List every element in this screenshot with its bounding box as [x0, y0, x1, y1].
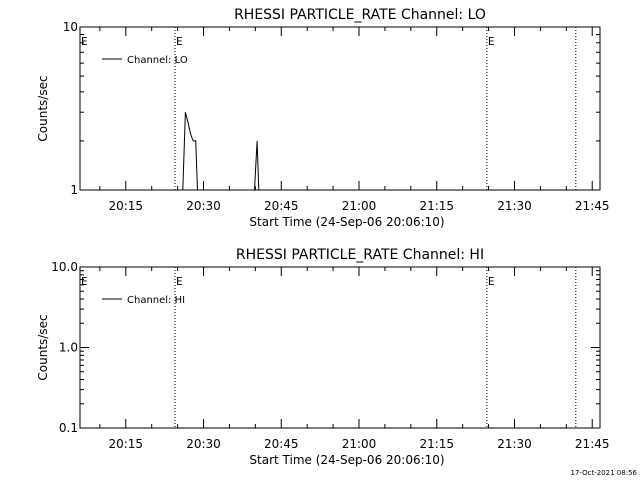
x-tick-label: 21:30 — [497, 437, 532, 451]
y-tick-label: 0.1 — [59, 421, 78, 435]
y-tick-label: 10.0 — [51, 260, 78, 274]
chart-title: RHESSI PARTICLE_RATE Channel: LO — [234, 7, 486, 23]
panel-lo: RHESSI PARTICLE_RATE Channel: LO Start Ti… — [36, 7, 610, 229]
y-tick-label: 1 — [70, 183, 78, 197]
x-tick-label: 20:45 — [264, 199, 299, 213]
x-tick-label: 21:00 — [342, 199, 377, 213]
panel-hi: RHESSI PARTICLE_RATE Channel: HI Start Ti… — [36, 247, 610, 467]
generated-timestamp: 17-Oct-2021 08:56 — [571, 469, 638, 477]
x-tick-label: 20:30 — [186, 199, 221, 213]
event-marker: E — [176, 35, 183, 48]
x-tick-label: 20:15 — [108, 199, 143, 213]
x-tick-label: 20:30 — [186, 437, 221, 451]
event-marker: E — [488, 275, 495, 288]
plot-frame — [79, 266, 601, 429]
plot-frame — [79, 26, 601, 191]
x-tick-label: 21:30 — [497, 199, 532, 213]
x-tick-label: 21:45 — [575, 199, 610, 213]
event-marker: E — [488, 35, 495, 48]
x-tick-label: 21:15 — [419, 437, 454, 451]
legend: Channel: HI — [102, 295, 185, 306]
legend-label: Channel: LO — [127, 55, 188, 66]
legend-label: Channel: HI — [127, 295, 185, 306]
y-tick-label: 1.0 — [59, 341, 78, 355]
chart-title: RHESSI PARTICLE_RATE Channel: HI — [236, 247, 484, 263]
y-tick-label: 10 — [63, 20, 78, 34]
legend: Channel: LO — [102, 55, 188, 66]
event-marker: E — [81, 275, 88, 288]
x-tick-label: 21:45 — [575, 437, 610, 451]
event-marker: E — [176, 275, 183, 288]
series-line — [182, 112, 260, 191]
x-tick-label: 21:00 — [342, 437, 377, 451]
x-tick-label: 20:15 — [108, 437, 143, 451]
y-axis-label: Counts/sec — [36, 314, 50, 380]
x-axis-label: Start Time (24-Sep-06 20:06:10) — [249, 215, 444, 229]
y-axis-label: Counts/sec — [36, 75, 50, 141]
event-marker: E — [81, 35, 88, 48]
x-tick-label: 21:15 — [419, 199, 454, 213]
x-axis-label: Start Time (24-Sep-06 20:06:10) — [249, 453, 444, 467]
x-tick-label: 20:45 — [264, 437, 299, 451]
